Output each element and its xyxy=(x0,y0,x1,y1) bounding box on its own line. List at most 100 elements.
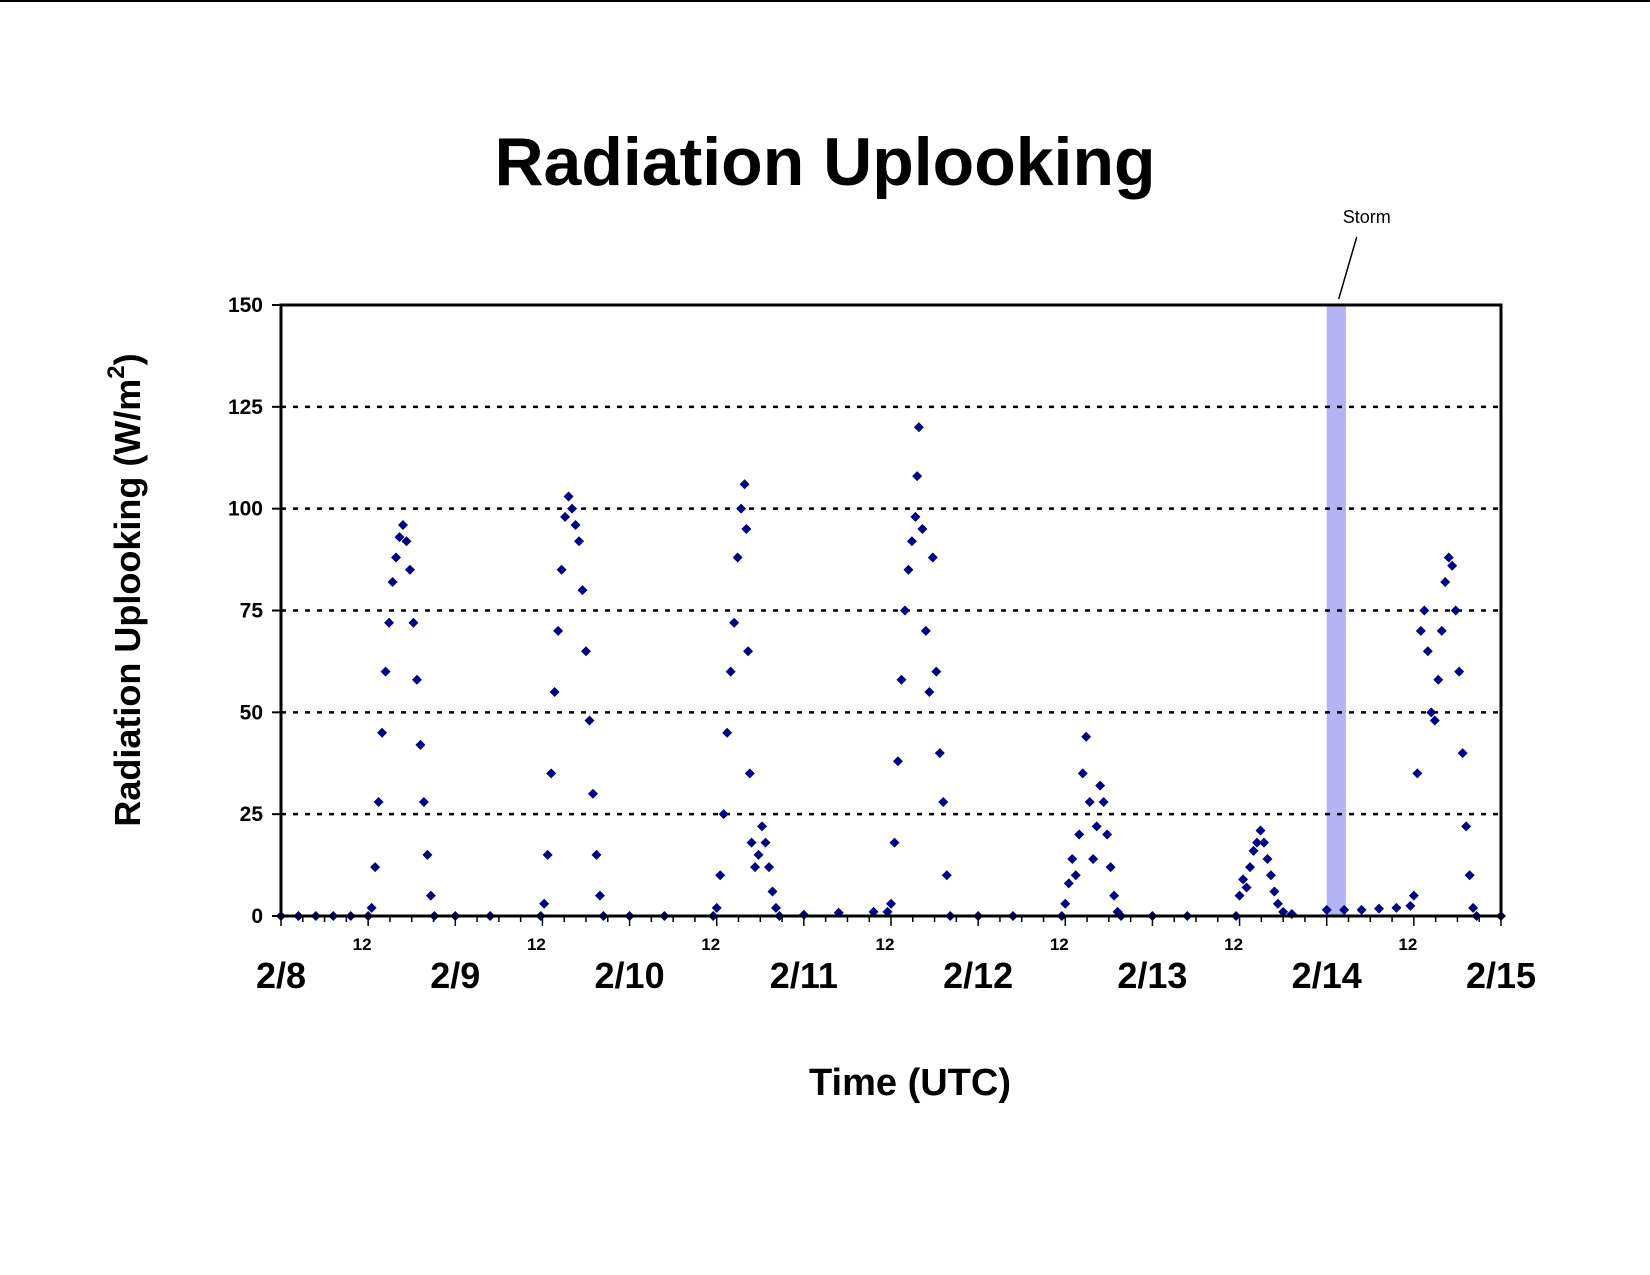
x-date-label: 2/10 xyxy=(595,955,665,996)
data-point xyxy=(1454,666,1465,677)
data-point xyxy=(753,849,764,860)
data-point xyxy=(539,898,550,909)
data-point xyxy=(924,686,935,697)
data-point xyxy=(1278,906,1289,917)
data-point xyxy=(1415,625,1426,636)
data-point xyxy=(1063,878,1074,889)
data-point xyxy=(910,511,921,522)
data-point xyxy=(556,564,567,575)
data-point xyxy=(1095,780,1106,791)
data-point xyxy=(1067,853,1078,864)
data-point xyxy=(741,524,752,535)
data-point xyxy=(931,666,942,677)
data-point xyxy=(739,479,750,490)
data-point xyxy=(760,837,771,848)
data-point xyxy=(1374,903,1384,914)
data-point xyxy=(560,511,571,522)
y-axis: 0 25 50 75 100 125 150 xyxy=(228,294,281,928)
data-point xyxy=(425,890,436,901)
data-point xyxy=(1429,715,1440,726)
data-point xyxy=(1447,560,1458,571)
data-point xyxy=(1356,904,1367,915)
data-point xyxy=(546,768,557,779)
data-point xyxy=(1461,821,1472,832)
x-noon-label: 12 xyxy=(701,935,720,954)
data-point xyxy=(577,585,588,596)
data-point xyxy=(563,491,574,502)
data-point xyxy=(1241,882,1252,893)
data-point xyxy=(542,849,553,860)
data-point xyxy=(886,898,896,909)
data-point xyxy=(889,837,900,848)
data-point xyxy=(387,576,398,587)
data-point xyxy=(1457,748,1468,759)
data-point xyxy=(1419,605,1430,616)
data-point xyxy=(1074,829,1085,840)
data-point xyxy=(1433,674,1444,685)
data-point xyxy=(903,564,914,575)
data-point xyxy=(732,552,743,563)
data-point xyxy=(587,788,598,799)
y-tick-label: 75 xyxy=(240,600,264,623)
data-point xyxy=(401,536,412,547)
data-point xyxy=(882,906,893,917)
data-point xyxy=(938,796,949,807)
data-point xyxy=(1252,837,1262,848)
data-point xyxy=(415,739,426,750)
data-point xyxy=(422,849,433,860)
data-point xyxy=(941,870,952,881)
x-date-label: 2/14 xyxy=(1292,955,1362,996)
data-point xyxy=(404,564,415,575)
data-point xyxy=(750,862,761,873)
data-point xyxy=(764,862,774,873)
data-point xyxy=(1450,605,1461,616)
data-point xyxy=(927,552,938,563)
data-point xyxy=(1262,853,1273,864)
data-point xyxy=(1391,902,1402,913)
data-point xyxy=(1245,862,1256,873)
data-point xyxy=(384,617,395,628)
data-point xyxy=(718,809,729,820)
x-axis: 2/8 2/9 2/10 2/11 2/12 2/13 2/14 2/15 12 12 12 12 12… xyxy=(256,916,1536,996)
data-point xyxy=(1440,576,1451,587)
data-point xyxy=(1339,904,1350,915)
x-noon-label: 12 xyxy=(1398,935,1417,954)
data-point xyxy=(912,471,923,482)
data-point xyxy=(391,552,402,563)
data-point xyxy=(594,890,605,901)
data-point xyxy=(715,870,726,881)
data-point xyxy=(1255,825,1266,836)
data-point xyxy=(920,625,931,636)
data-point xyxy=(1088,853,1099,864)
x-date-label: 2/11 xyxy=(770,955,838,996)
y-tick-label: 125 xyxy=(228,396,263,419)
x-noon-label: 12 xyxy=(353,935,372,954)
data-point xyxy=(1405,900,1416,911)
data-point xyxy=(549,686,560,697)
data-point xyxy=(744,768,755,779)
data-point xyxy=(591,849,602,860)
y-axis-label-close: ) xyxy=(107,353,148,365)
data-point xyxy=(736,503,747,514)
y-axis-label-superscript: 2 xyxy=(103,365,130,378)
data-point xyxy=(574,536,585,547)
data-point xyxy=(722,727,733,738)
data-point xyxy=(1412,768,1423,779)
data-point xyxy=(1426,707,1437,718)
storm-annotation: Storm xyxy=(1326,207,1391,916)
data-point xyxy=(906,536,917,547)
data-point xyxy=(743,646,754,657)
data-point xyxy=(380,666,391,677)
data-point xyxy=(1098,796,1109,807)
x-noon-label: 12 xyxy=(1224,935,1243,954)
data-point xyxy=(1248,845,1259,856)
x-noon-label: 12 xyxy=(876,935,895,954)
data-point xyxy=(567,503,578,514)
chart-title: Radiation Uplooking xyxy=(494,124,1155,200)
data-point xyxy=(757,821,768,832)
data-point xyxy=(411,674,422,685)
y-tick-label: 100 xyxy=(228,498,263,521)
y-tick-label: 25 xyxy=(240,803,264,826)
data-point xyxy=(913,422,924,433)
data-point xyxy=(1422,646,1433,657)
